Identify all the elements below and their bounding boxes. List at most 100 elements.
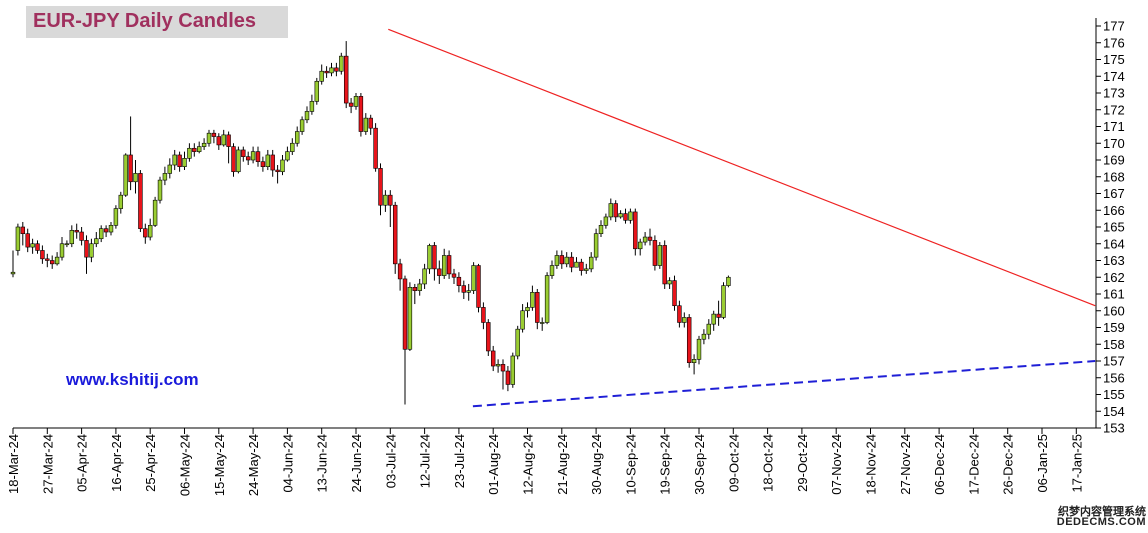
candle — [446, 250, 452, 279]
x-tick-label: 30-Sep-24 — [692, 434, 707, 495]
candle-body — [236, 149, 241, 173]
candle — [667, 277, 672, 289]
candle-body — [108, 225, 114, 233]
candle-body — [368, 117, 373, 129]
candle-body — [677, 305, 682, 323]
x-tick-label: 19-Sep-24 — [658, 434, 673, 495]
candle-body — [515, 328, 520, 357]
y-tick-label: 156 — [1103, 370, 1125, 385]
logo-line2: DEDECMS.COM — [1056, 516, 1146, 529]
corner-logo: 织梦内容管理系统 DEDECMS.COM — [1057, 506, 1146, 529]
candle — [123, 153, 128, 197]
candle-body — [525, 307, 530, 312]
support-line — [472, 360, 1096, 408]
y-tick-label: 162 — [1103, 270, 1125, 285]
candle-body — [280, 159, 285, 173]
candle — [216, 133, 222, 150]
x-tick-label: 26-Dec-24 — [1001, 434, 1016, 495]
candle — [691, 354, 697, 375]
candle — [236, 146, 241, 174]
candle — [603, 213, 609, 229]
candle — [35, 240, 40, 254]
y-tick-label: 173 — [1103, 86, 1125, 101]
x-tick-label: 30-Aug-24 — [589, 434, 604, 495]
candle — [584, 263, 589, 274]
candle-body — [20, 226, 26, 234]
candle-body — [69, 230, 75, 245]
candle — [128, 116, 133, 191]
candle-body — [579, 261, 584, 271]
candle — [677, 300, 682, 328]
candle — [686, 314, 692, 368]
candle-body — [564, 256, 569, 265]
x-tick-label: 15-May-24 — [212, 434, 227, 496]
candle — [177, 151, 182, 172]
candle-body — [206, 132, 212, 144]
candle-body — [441, 255, 447, 276]
candle — [696, 335, 702, 365]
candle-body — [535, 292, 540, 323]
candle-body — [598, 225, 604, 234]
candle — [544, 272, 550, 325]
candle-body — [260, 161, 266, 168]
candle-body — [495, 364, 501, 367]
candle-body — [613, 203, 618, 218]
y-tick-label: 159 — [1103, 320, 1125, 335]
candle — [574, 257, 579, 268]
candle-body — [103, 228, 109, 233]
candle-body — [74, 230, 79, 233]
candle-body — [647, 236, 653, 241]
candle — [147, 218, 153, 241]
candle-body — [329, 67, 334, 74]
candle-body — [388, 194, 393, 206]
candle-body — [505, 370, 511, 385]
candle — [290, 138, 295, 155]
y-tick-label: 166 — [1103, 203, 1125, 218]
candle-body — [118, 194, 124, 209]
x-tick-label: 27-Mar-24 — [40, 434, 55, 494]
candle-body — [486, 322, 491, 352]
trend-lines — [388, 28, 1096, 408]
x-tick-label: 05-Apr-24 — [75, 434, 90, 492]
x-tick-label: 09-Oct-24 — [726, 434, 741, 492]
candle — [392, 201, 398, 274]
candle — [226, 131, 231, 164]
candle-body — [461, 285, 467, 293]
candle — [554, 250, 560, 269]
candle — [535, 288, 540, 330]
candle-body — [672, 280, 677, 307]
candle — [476, 263, 481, 313]
candle-body — [549, 265, 555, 276]
candle — [613, 200, 618, 222]
candle — [701, 329, 707, 345]
candle-body — [422, 268, 427, 285]
candle — [726, 275, 731, 288]
candle-body — [59, 243, 65, 258]
candle — [98, 225, 104, 243]
candle-body — [299, 119, 305, 132]
candle — [623, 208, 628, 224]
candle-body — [324, 70, 329, 74]
candle-body — [201, 142, 207, 147]
candle-body — [481, 307, 486, 323]
candle-body — [603, 216, 609, 226]
candle-body — [417, 283, 422, 291]
candle-body — [309, 101, 315, 112]
candle — [598, 220, 604, 238]
candle-body — [584, 268, 589, 271]
candle-body — [402, 278, 408, 350]
candle — [358, 93, 364, 137]
candle-body — [304, 111, 310, 121]
title-background — [26, 6, 288, 38]
candle — [196, 141, 202, 154]
candle-body — [334, 67, 339, 72]
candle — [108, 221, 114, 236]
candle-body — [696, 338, 702, 360]
y-tick-label: 163 — [1103, 253, 1125, 268]
candle-body — [294, 131, 300, 144]
candle-body — [25, 233, 30, 248]
candle — [348, 98, 354, 114]
candle — [59, 237, 65, 261]
candle-body — [84, 240, 89, 258]
